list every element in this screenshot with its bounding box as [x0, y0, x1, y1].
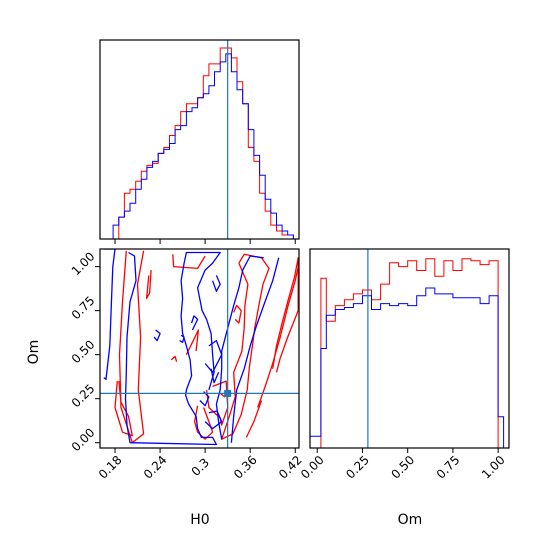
panel-h0-om-contour: 0.18 0.24 0.3 0.36 0.42 0.00 0.25 0.50 0.75 1.00 — [69, 248, 305, 482]
contour-xtick-label: 0.3 — [189, 455, 212, 478]
truth-marker — [224, 389, 232, 397]
contour-ytick-label: 0.00 — [69, 425, 98, 454]
xlabel-om: Om — [398, 512, 423, 528]
contour-xtick-label: 0.24 — [141, 453, 170, 482]
panel-om-histogram: 0.00 0.25 0.50 0.75 1.00 — [298, 248, 510, 482]
contour-red-1 — [172, 254, 206, 270]
contour-red-6 — [193, 405, 214, 440]
contour-red-3 — [170, 355, 178, 362]
h0-hist-blue-step — [107, 53, 294, 240]
contour-red-13 — [245, 400, 263, 438]
contour-red-5 — [145, 270, 152, 299]
h0-hist-red-step — [107, 47, 294, 240]
contour-blue-9 — [215, 255, 264, 440]
contour-ytick-label: 0.75 — [69, 293, 98, 322]
contour-blue-11 — [210, 368, 220, 384]
om-hist-xtick-label: 0.25 — [343, 453, 372, 482]
ylabel-om: Om — [26, 340, 42, 365]
contour-red-0 — [118, 250, 145, 444]
panel-h0-histogram — [99, 39, 300, 244]
om-hist-xtick-label: 0.50 — [388, 453, 417, 482]
contour-red-4 — [114, 381, 133, 437]
contour-red-12 — [257, 262, 299, 408]
contour-red-2 — [185, 329, 200, 355]
om-hist-xtick-label: 1.00 — [479, 453, 508, 482]
contour-blue-8 — [230, 257, 280, 443]
contour-lines — [103, 249, 299, 446]
contour-ytick-label: 1.00 — [69, 249, 98, 278]
contour-red-8 — [233, 304, 242, 324]
om-hist-xtick-label: 0.75 — [434, 453, 463, 482]
contour-blue-2 — [153, 329, 161, 342]
contour-red-7 — [221, 253, 270, 440]
contour-ytick-label: 0.50 — [69, 337, 98, 366]
contour-blue-10 — [211, 275, 221, 292]
om-hist-frame — [309, 248, 510, 449]
contour-blue-1 — [103, 249, 116, 380]
contour-blue-5 — [199, 391, 210, 407]
contour-blue-7 — [204, 410, 223, 430]
om-hist-xtick-label: 0.00 — [298, 453, 327, 482]
h0-hist-frame — [99, 39, 300, 240]
contour-blue-3 — [190, 315, 199, 331]
contour-red-9 — [272, 257, 299, 373]
contour-xtick-label: 0.36 — [231, 453, 260, 482]
contour-xtick-label: 0.18 — [96, 453, 125, 482]
contour-blue-4 — [179, 334, 185, 343]
om-hist-red-step — [310, 258, 504, 449]
xlabel-h0: H0 — [190, 512, 209, 528]
contour-frame — [99, 248, 300, 449]
contour-ytick-label: 0.25 — [69, 381, 98, 410]
contour-red-10 — [205, 380, 229, 426]
contour-blue-0 — [124, 251, 221, 446]
contour-xtick-label: 0.42 — [276, 453, 305, 482]
om-hist-blue-step — [309, 287, 505, 448]
